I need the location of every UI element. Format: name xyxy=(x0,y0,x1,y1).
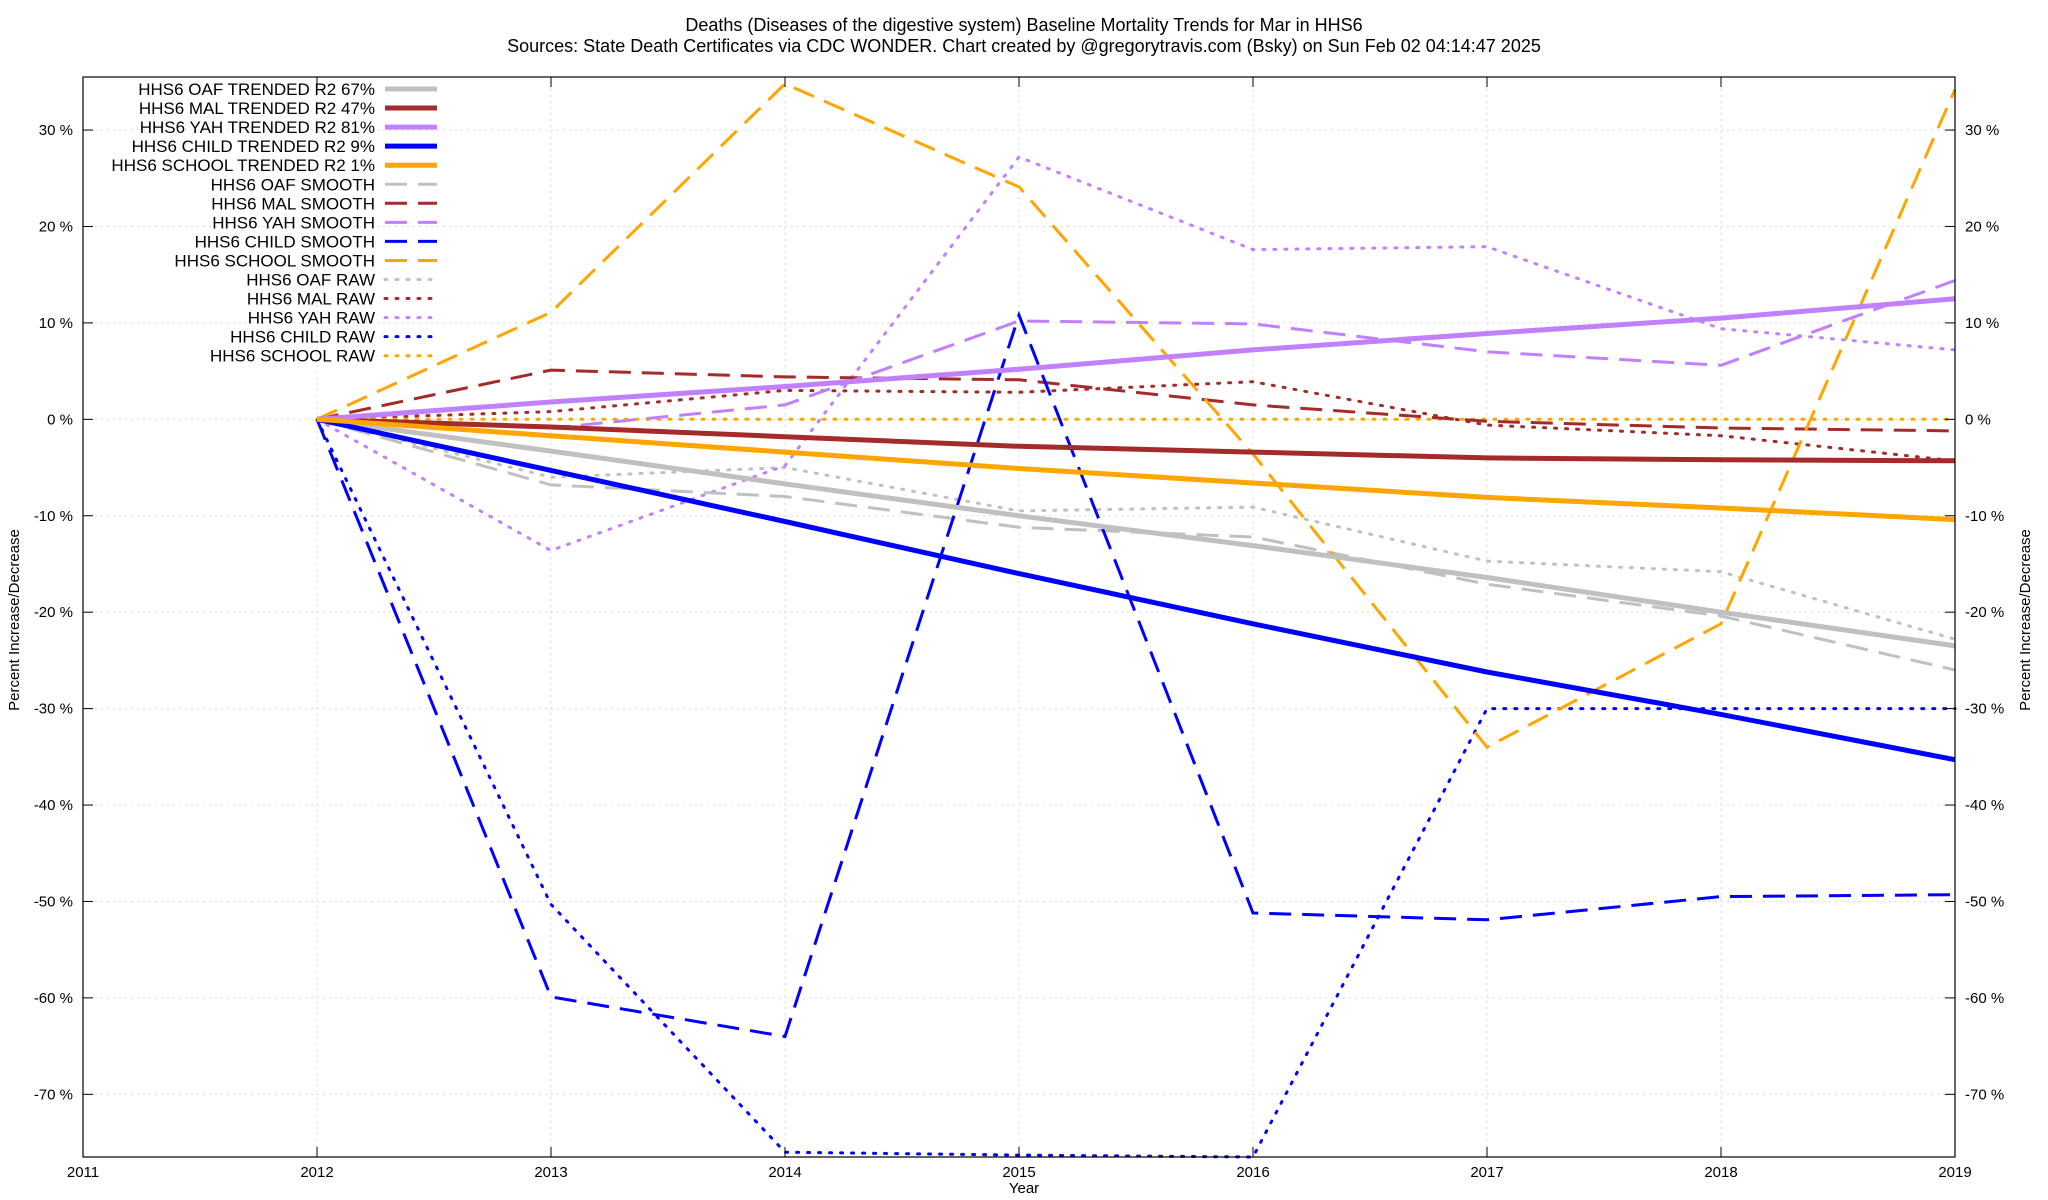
legend-label: HHS6 CHILD SMOOTH xyxy=(195,232,375,251)
legend-label: HHS6 YAH SMOOTH xyxy=(212,213,375,232)
x-tick-label: 2018 xyxy=(1704,1164,1737,1181)
legend-label: HHS6 CHILD TRENDED R2 9% xyxy=(132,137,375,156)
y-tick-label-right: -30 % xyxy=(1965,701,2004,718)
legend-label: HHS6 SCHOOL RAW xyxy=(210,347,375,366)
x-tick-label: 2013 xyxy=(534,1164,567,1181)
chart-subtitle: Sources: State Death Certificates via CD… xyxy=(507,36,1541,56)
y-tick-label: 0 % xyxy=(47,411,73,428)
legend-label: HHS6 MAL SMOOTH xyxy=(211,194,375,213)
x-tick-label: 2012 xyxy=(300,1164,333,1181)
y-tick-label: -60 % xyxy=(34,990,73,1007)
y-tick-label-right: -20 % xyxy=(1965,604,2004,621)
y-tick-label-right: -70 % xyxy=(1965,1086,2004,1103)
series-lines xyxy=(315,82,1957,1159)
series-line-hhs6-child-trended-r2-9 xyxy=(316,416,1956,763)
x-tick-label: 2015 xyxy=(1002,1164,1035,1181)
y-axis-label-right: Percent Increase/Decrease xyxy=(2017,529,2034,711)
y-tick-label-right: -10 % xyxy=(1965,508,2004,525)
y-tick-label-right: 0 % xyxy=(1965,411,1991,428)
y-tick-label-right: 10 % xyxy=(1965,315,1999,332)
x-tick-label: 2014 xyxy=(768,1164,801,1181)
y-tick-label: -10 % xyxy=(34,508,73,525)
y-tick-label: -30 % xyxy=(34,701,73,718)
legend-label: HHS6 SCHOOL SMOOTH xyxy=(174,251,375,270)
legend: HHS6 OAF TRENDED R2 67%HHS6 MAL TRENDED … xyxy=(111,80,439,366)
series-line-hhs6-child-smooth xyxy=(315,310,1956,1039)
series-line-hhs6-mal-smooth xyxy=(316,368,1956,433)
chart-title: Deaths (Diseases of the digestive system… xyxy=(685,15,1362,35)
y-tick-label: 10 % xyxy=(39,315,73,332)
axis-ticks: 30 % 30 % 20 % 20 % 10 % 10 % 0 % 0 % -10 % -10 %… xyxy=(34,77,2004,1181)
y-axis-label: Percent Increase/Decrease xyxy=(6,529,23,711)
x-tick-label: 2019 xyxy=(1938,1164,1971,1181)
x-tick-label: 2017 xyxy=(1470,1164,1503,1181)
legend-label: HHS6 YAH TRENDED R2 81% xyxy=(140,118,375,137)
y-tick-label: -70 % xyxy=(34,1086,73,1103)
legend-label: HHS6 OAF RAW xyxy=(246,271,375,290)
series-line-hhs6-school-smooth xyxy=(316,82,1957,750)
series-line-hhs6-mal-trended-r2-47 xyxy=(316,416,1956,464)
legend-label: HHS6 OAF TRENDED R2 67% xyxy=(138,80,375,99)
series-line-hhs6-school-trended-r2-1 xyxy=(316,416,1956,523)
legend-label: HHS6 YAH RAW xyxy=(248,309,375,328)
series-line-hhs6-yah-raw xyxy=(315,155,1957,553)
y-tick-label: -20 % xyxy=(34,604,73,621)
series-line-hhs6-yah-trended-r2-81 xyxy=(316,296,1956,422)
y-tick-label: -50 % xyxy=(34,893,73,910)
x-axis-label: Year xyxy=(1009,1180,1039,1197)
legend-label: HHS6 MAL RAW xyxy=(247,290,375,309)
legend-label: HHS6 MAL TRENDED R2 47% xyxy=(139,99,375,118)
y-tick-label-right: -50 % xyxy=(1965,893,2004,910)
legend-label: HHS6 SCHOOL TRENDED R2 1% xyxy=(111,156,375,175)
x-tick-label: 2011 xyxy=(67,1164,99,1181)
y-tick-label-right: -60 % xyxy=(1965,990,2004,1007)
y-tick-label: -40 % xyxy=(34,797,73,814)
y-tick-label: 30 % xyxy=(39,122,73,139)
series-line-hhs6-oaf-trended-r2-67 xyxy=(316,416,1956,649)
y-tick-label-right: 30 % xyxy=(1965,122,1999,139)
series-line-hhs6-yah-smooth xyxy=(316,279,1956,430)
y-tick-label: 20 % xyxy=(39,218,73,235)
legend-label: HHS6 OAF SMOOTH xyxy=(211,175,375,194)
x-tick-label: 2016 xyxy=(1236,1164,1269,1181)
legend-label: HHS6 CHILD RAW xyxy=(230,328,375,347)
y-tick-label-right: -40 % xyxy=(1965,797,2004,814)
y-tick-label-right: 20 % xyxy=(1965,218,1999,235)
